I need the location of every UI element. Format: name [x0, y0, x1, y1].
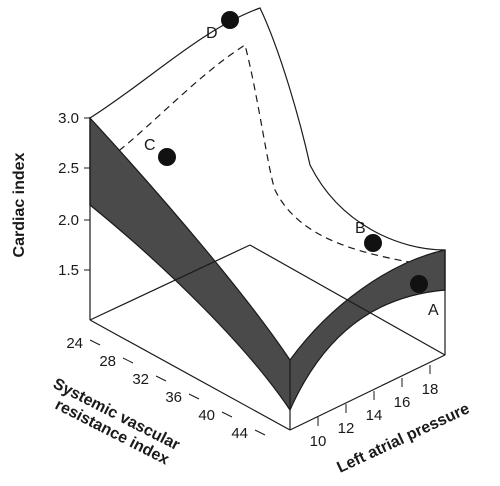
- ci-tick-label: 2.5: [58, 160, 79, 177]
- lap-ticks: 10 12 14 16 18: [310, 365, 439, 450]
- point-d-marker: [221, 11, 239, 29]
- point-b-label: B: [355, 220, 366, 237]
- point-d-label: D: [206, 25, 218, 42]
- base-back-edge-right: [249, 244, 446, 356]
- base-lap-edge: [289, 354, 446, 431]
- lap-tick-label: 18: [422, 381, 439, 398]
- svr-tick-label: 28: [99, 353, 116, 370]
- cardiac-index-ticks: 3.0 2.5 2.0 1.5: [58, 110, 90, 279]
- lap-tick-label: 10: [310, 433, 327, 450]
- point-b-marker: [364, 234, 382, 252]
- ci-tick-label: 2.0: [58, 212, 79, 229]
- svr-tick-label: 36: [165, 389, 182, 406]
- ci-tick-label: 1.5: [58, 262, 79, 279]
- svr-tick-label: 44: [231, 425, 248, 442]
- base-back-edge-left: [89, 244, 251, 321]
- point-a-marker: [410, 275, 428, 293]
- lap-tick-label: 12: [338, 420, 355, 437]
- svr-tick-label: 32: [132, 371, 149, 388]
- cardiac-index-title: Cardiac index: [11, 152, 28, 257]
- point-c-marker: [158, 148, 176, 166]
- lap-tick-label: 14: [366, 407, 383, 424]
- base-svr-edge: [89, 319, 291, 431]
- svr-ticks: 24 28 32 36 40 44: [66, 335, 266, 442]
- svr-tick-label: 24: [66, 335, 83, 352]
- dashed-contour: [89, 44, 446, 269]
- point-a-label: A: [428, 302, 439, 319]
- svr-tick-label: 40: [198, 407, 215, 424]
- point-c-label: C: [144, 137, 156, 154]
- data-points: A B C D: [144, 11, 439, 319]
- ci-tick-label: 3.0: [58, 110, 79, 127]
- lap-axis-title: Left atrial pressure: [335, 400, 473, 476]
- lap-tick-label: 16: [394, 394, 411, 411]
